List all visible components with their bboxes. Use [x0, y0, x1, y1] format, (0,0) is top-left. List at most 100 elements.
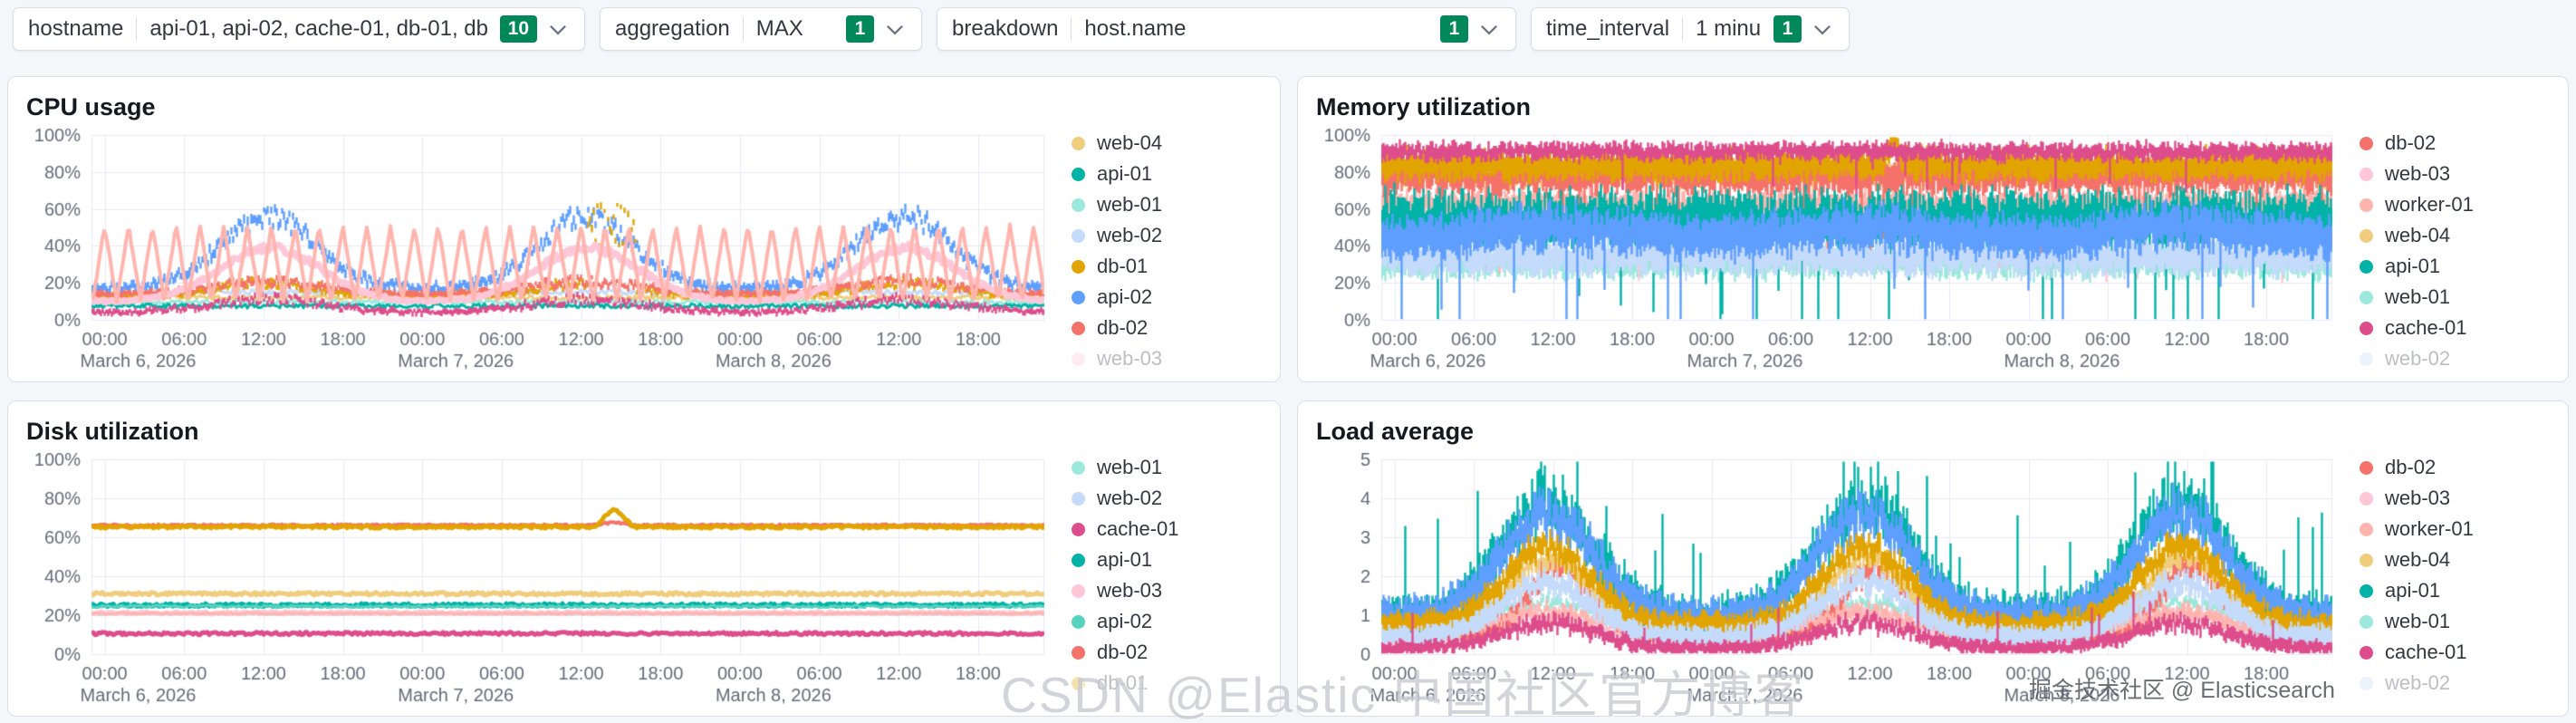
legend-item-api-02[interactable]: api-02: [1072, 606, 1264, 637]
legend-color-dot: [1072, 352, 1085, 366]
legend-item-api-01[interactable]: api-01: [1072, 159, 1264, 189]
legend-color-dot: [2360, 290, 2373, 304]
legend-item-web-03[interactable]: web-03: [2360, 159, 2552, 189]
legend-item-web-01[interactable]: web-01: [1072, 189, 1264, 220]
legend-item-web-02[interactable]: web-02: [2360, 343, 2552, 372]
legend-item-label: db-02: [2385, 456, 2437, 478]
legend-item-label: cache-01: [2385, 316, 2467, 339]
legend-color-dot: [2360, 491, 2373, 506]
legend-item-api-01[interactable]: api-01: [1072, 545, 1264, 575]
legend-color-dot: [2360, 228, 2373, 243]
legend-color-dot: [2360, 645, 2373, 660]
legend-color-dot: [2360, 136, 2373, 150]
chevron-down-icon: [887, 24, 903, 35]
legend-item-label: web-02: [2385, 347, 2451, 370]
legend-color-dot: [2360, 321, 2373, 335]
panel-title: Load average: [1316, 418, 1475, 445]
legend-color-dot: [1072, 645, 1085, 660]
legend-item-label: db-02: [1097, 641, 1149, 663]
legend-item-db-02[interactable]: db-02: [1072, 637, 1264, 668]
legend-item-label: db-01: [1097, 255, 1149, 277]
legend-item-web-02[interactable]: web-02: [1072, 483, 1264, 514]
cpu-usage-legend: web-04 api-01 web-01 web-02 db-01 api-02 db-02…: [1057, 126, 1264, 372]
legend-item-db-02[interactable]: db-02: [2360, 452, 2552, 483]
legend-item-web-03[interactable]: web-03: [1072, 343, 1264, 372]
chevron-down-icon: [550, 24, 566, 35]
filter-value: api-01, api-02, cache-01, db-01, db-0...: [149, 16, 487, 41]
legend-item-label: web-03: [2385, 487, 2451, 509]
filter-aggregation[interactable]: aggregation MAX 1: [600, 7, 922, 51]
legend-color-dot: [1072, 491, 1085, 506]
panel-load-average: Load average db-02 web-03 worker-01 web-04 a…: [1297, 400, 2569, 717]
legend-item-label: web-01: [1097, 456, 1163, 478]
legend-item-db-01[interactable]: db-01: [1072, 668, 1264, 699]
legend-item-cache-01[interactable]: cache-01: [2360, 637, 2552, 668]
legend-item-web-02[interactable]: web-02: [2360, 668, 2552, 699]
chart-row: db-02 web-03 worker-01 web-04 api-01 web-01 ca…: [1314, 450, 2552, 707]
legend-item-label: db-02: [2385, 131, 2437, 154]
legend-item-cache-01[interactable]: cache-01: [2360, 313, 2552, 343]
divider: [742, 17, 744, 41]
legend-item-web-02[interactable]: web-02: [1072, 220, 1264, 251]
legend-item-web-03[interactable]: web-03: [2360, 483, 2552, 514]
legend-item-worker-01[interactable]: worker-01: [2360, 514, 2552, 545]
legend-item-api-02[interactable]: api-02: [1072, 282, 1264, 313]
memory-utilization-legend: db-02 web-03 worker-01 web-04 api-01 web-01 ca…: [2345, 126, 2552, 372]
legend-item-label: worker-01: [2385, 517, 2474, 540]
load-average-legend: db-02 web-03 worker-01 web-04 api-01 web-01 ca…: [2345, 450, 2552, 707]
chart-row: web-01 web-02 cache-01 api-01 web-03 api-02 db…: [24, 450, 1264, 707]
legend-item-web-04[interactable]: web-04: [1072, 128, 1264, 159]
filter-label: breakdown: [952, 16, 1059, 41]
disk-utilization-chart[interactable]: [24, 450, 1057, 707]
legend-item-web-03[interactable]: web-03: [1072, 575, 1264, 606]
legend-color-dot: [1072, 228, 1085, 243]
panel-title: Disk utilization: [26, 418, 199, 445]
count-badge: 1: [846, 15, 874, 43]
legend-color-dot: [2360, 352, 2373, 366]
legend-item-label: api-01: [1097, 162, 1153, 185]
divider: [1071, 17, 1072, 41]
filter-time-interval[interactable]: time_interval 1 minute 1: [1531, 7, 1850, 51]
legend-item-label: api-01: [1097, 548, 1153, 571]
panel-title: CPU usage: [26, 93, 156, 120]
legend-item-web-01[interactable]: web-01: [2360, 606, 2552, 637]
legend-item-label: web-02: [1097, 224, 1163, 246]
cpu-usage-chart[interactable]: [24, 126, 1057, 372]
legend-item-label: web-04: [1097, 131, 1163, 154]
filter-value: MAX: [755, 16, 803, 41]
legend-item-web-01[interactable]: web-01: [2360, 282, 2552, 313]
chevron-down-icon: [1481, 24, 1497, 35]
legend-item-api-01[interactable]: api-01: [2360, 251, 2552, 282]
legend-item-web-01[interactable]: web-01: [1072, 452, 1264, 483]
filter-breakdown[interactable]: breakdown host.name 1: [937, 7, 1516, 51]
filter-label: aggregation: [615, 16, 730, 41]
legend-item-label: web-03: [1097, 347, 1163, 370]
legend-item-web-04[interactable]: web-04: [2360, 220, 2552, 251]
legend-item-worker-01[interactable]: worker-01: [2360, 189, 2552, 220]
legend-item-db-02[interactable]: db-02: [1072, 313, 1264, 343]
legend-color-dot: [2360, 614, 2373, 629]
legend-item-label: api-01: [2385, 579, 2441, 602]
legend-item-db-02[interactable]: db-02: [2360, 128, 2552, 159]
legend-item-label: db-01: [1097, 671, 1149, 694]
legend-item-web-04[interactable]: web-04: [2360, 545, 2552, 575]
legend-item-label: worker-01: [2385, 193, 2474, 216]
count-badge: 1: [1440, 15, 1468, 43]
filter-label: hostname: [28, 16, 124, 41]
legend-color-dot: [1072, 614, 1085, 629]
legend-item-cache-01[interactable]: cache-01: [1072, 514, 1264, 545]
legend-color-dot: [2360, 259, 2373, 274]
legend-color-dot: [1072, 136, 1085, 150]
legend-color-dot: [1072, 553, 1085, 567]
memory-utilization-chart[interactable]: [1314, 126, 2345, 372]
legend-color-dot: [1072, 676, 1085, 690]
count-badge: 10: [499, 15, 537, 43]
legend-item-label: web-03: [2385, 162, 2451, 185]
legend-item-api-01[interactable]: api-01: [2360, 575, 2552, 606]
load-average-chart[interactable]: [1314, 450, 2345, 707]
legend-item-db-01[interactable]: db-01: [1072, 251, 1264, 282]
legend-color-dot: [2360, 583, 2373, 598]
filter-value: 1 minute: [1696, 16, 1761, 41]
filter-hostname[interactable]: hostname api-01, api-02, cache-01, db-01…: [13, 7, 585, 51]
